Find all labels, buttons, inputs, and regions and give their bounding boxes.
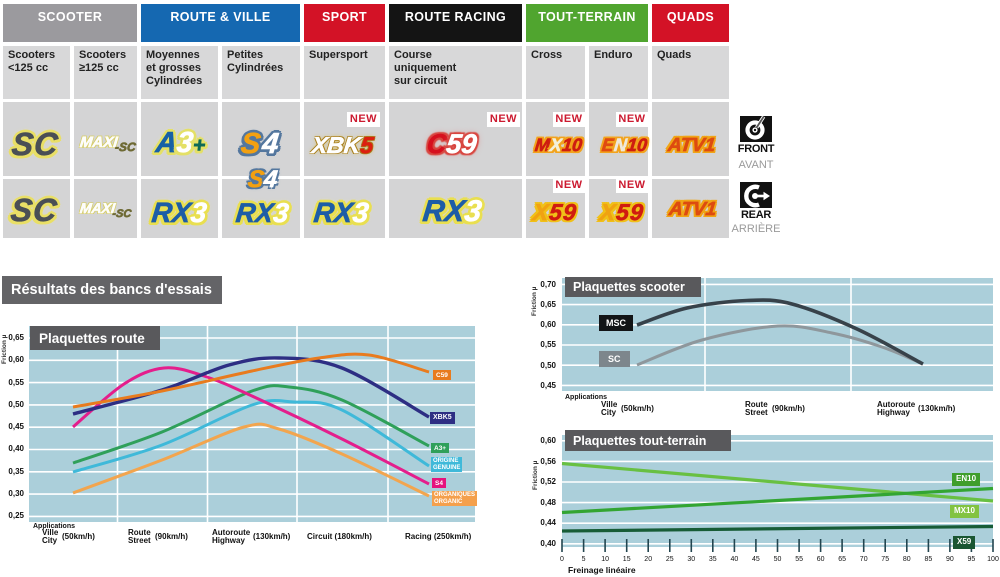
svg-text:10: 10	[601, 556, 609, 563]
svg-text:15: 15	[623, 556, 631, 563]
svg-text:40: 40	[731, 556, 739, 563]
svg-text:20: 20	[644, 556, 652, 563]
svg-text:100: 100	[987, 556, 999, 563]
svg-text:75: 75	[881, 556, 889, 563]
svg-text:5: 5	[582, 556, 586, 563]
svg-text:0: 0	[560, 556, 564, 563]
svg-text:25: 25	[666, 556, 674, 563]
svg-text:65: 65	[838, 556, 846, 563]
svg-text:80: 80	[903, 556, 911, 563]
svg-text:30: 30	[687, 556, 695, 563]
svg-text:45: 45	[752, 556, 760, 563]
svg-text:55: 55	[795, 556, 803, 563]
svg-text:60: 60	[817, 556, 825, 563]
svg-text:90: 90	[946, 556, 954, 563]
svg-text:85: 85	[925, 556, 933, 563]
svg-text:50: 50	[774, 556, 782, 563]
svg-text:95: 95	[968, 556, 976, 563]
svg-text:70: 70	[860, 556, 868, 563]
svg-text:35: 35	[709, 556, 717, 563]
